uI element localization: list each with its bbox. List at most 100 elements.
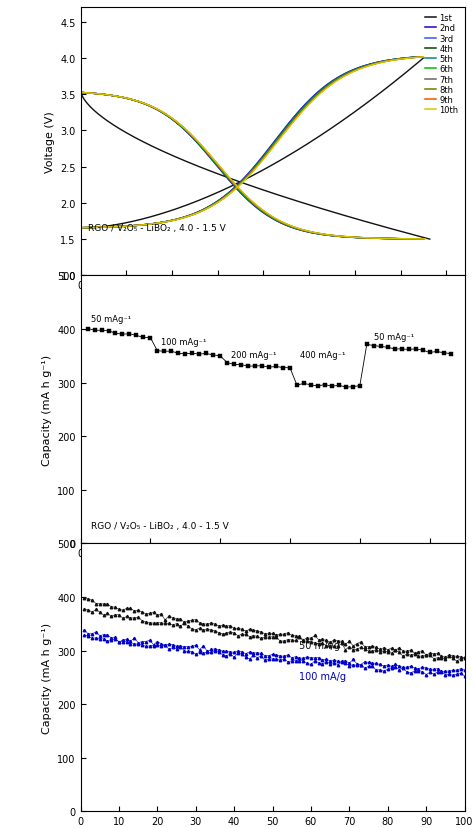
1st (394, 226, 400, 236)
2nd (285, 222, 291, 232)
7th (78, 89, 83, 99)
5th (365, 233, 371, 243)
3rd (279, 219, 284, 229)
9th (390, 234, 395, 244)
4th (281, 219, 286, 229)
8th (282, 219, 288, 229)
Legend: 1st, 2nd, 3rd, 4th, 5th, 6th, 7th, 8th, 9th, 10th: 1st, 2nd, 3rd, 4th, 5th, 6th, 7th, 8th, … (423, 12, 460, 117)
Text: RGO / V₂O₅ - LiBO₂ , 4.0 - 1.5 V: RGO / V₂O₅ - LiBO₂ , 4.0 - 1.5 V (88, 224, 226, 233)
10th (283, 219, 289, 229)
Y-axis label: Voltage (V): Voltage (V) (45, 111, 55, 173)
Line: 2nd: 2nd (81, 94, 419, 239)
3rd (418, 234, 423, 244)
5th (281, 219, 286, 229)
9th (288, 222, 294, 232)
Text: 100 mA/g: 100 mA/g (300, 672, 346, 681)
7th (366, 233, 372, 243)
1st (427, 235, 433, 245)
7th (282, 219, 287, 229)
Text: 50 mA/g: 50 mA/g (300, 640, 340, 650)
1st (372, 220, 378, 230)
Line: 8th: 8th (81, 94, 424, 239)
2nd (278, 219, 284, 229)
Text: 200 mAg⁻¹: 200 mAg⁻¹ (231, 350, 276, 359)
5th (287, 222, 292, 232)
2nd (79, 89, 84, 99)
4th (286, 222, 292, 232)
9th (422, 234, 428, 244)
10th (368, 233, 374, 243)
6th (281, 219, 287, 229)
10th (390, 234, 396, 244)
8th (79, 89, 84, 99)
Text: b): b) (88, 581, 104, 595)
Line: 9th: 9th (81, 94, 425, 239)
8th (288, 222, 293, 232)
10th (79, 89, 84, 99)
4th (78, 89, 83, 99)
Text: 50 mAg⁻¹: 50 mAg⁻¹ (374, 332, 414, 341)
7th (281, 219, 286, 229)
3rd (386, 234, 392, 244)
1st (79, 91, 84, 101)
9th (283, 219, 288, 229)
10th (282, 219, 288, 229)
Text: a): a) (88, 314, 104, 327)
3rd (280, 219, 286, 229)
6th (366, 233, 372, 243)
5th (78, 89, 83, 99)
1st (286, 194, 292, 204)
Line: 1st: 1st (81, 91, 430, 240)
2nd (280, 219, 285, 229)
6th (78, 89, 83, 99)
5th (387, 234, 392, 244)
10th (78, 89, 83, 99)
5th (79, 89, 84, 99)
2nd (364, 233, 369, 243)
7th (79, 89, 84, 99)
X-axis label: Capacity (mA h g⁻¹): Capacity (mA h g⁻¹) (217, 294, 328, 304)
9th (282, 219, 287, 229)
Line: 6th: 6th (81, 94, 422, 239)
8th (389, 234, 395, 244)
3rd (79, 89, 84, 99)
2nd (385, 234, 391, 244)
8th (281, 219, 287, 229)
3rd (286, 222, 292, 232)
7th (287, 222, 293, 232)
Text: 100 mAg⁻¹: 100 mAg⁻¹ (161, 338, 206, 347)
1st (78, 86, 83, 96)
6th (287, 222, 292, 232)
9th (78, 89, 83, 99)
Line: 5th: 5th (81, 94, 422, 239)
5th (280, 219, 285, 229)
Line: 4th: 4th (81, 94, 421, 239)
4th (279, 219, 285, 229)
1st (284, 194, 290, 204)
Text: 400 mAg⁻¹: 400 mAg⁻¹ (301, 350, 346, 359)
3rd (78, 89, 83, 99)
4th (79, 89, 84, 99)
9th (368, 233, 374, 243)
6th (280, 219, 286, 229)
6th (388, 234, 393, 244)
7th (420, 234, 426, 244)
Y-axis label: Capacity (mA h g⁻¹): Capacity (mA h g⁻¹) (42, 622, 52, 733)
5th (419, 234, 425, 244)
7th (388, 234, 394, 244)
3rd (364, 233, 370, 243)
6th (79, 89, 84, 99)
8th (421, 234, 427, 244)
4th (386, 234, 392, 244)
Line: 3rd: 3rd (81, 94, 420, 239)
Line: 10th: 10th (81, 94, 425, 239)
Text: 50 mAg⁻¹: 50 mAg⁻¹ (91, 315, 131, 324)
2nd (417, 234, 422, 244)
10th (422, 234, 428, 244)
4th (418, 234, 424, 244)
6th (419, 234, 425, 244)
10th (289, 222, 294, 232)
8th (78, 89, 83, 99)
4th (365, 233, 370, 243)
X-axis label: Cycle: Cycle (257, 561, 288, 571)
